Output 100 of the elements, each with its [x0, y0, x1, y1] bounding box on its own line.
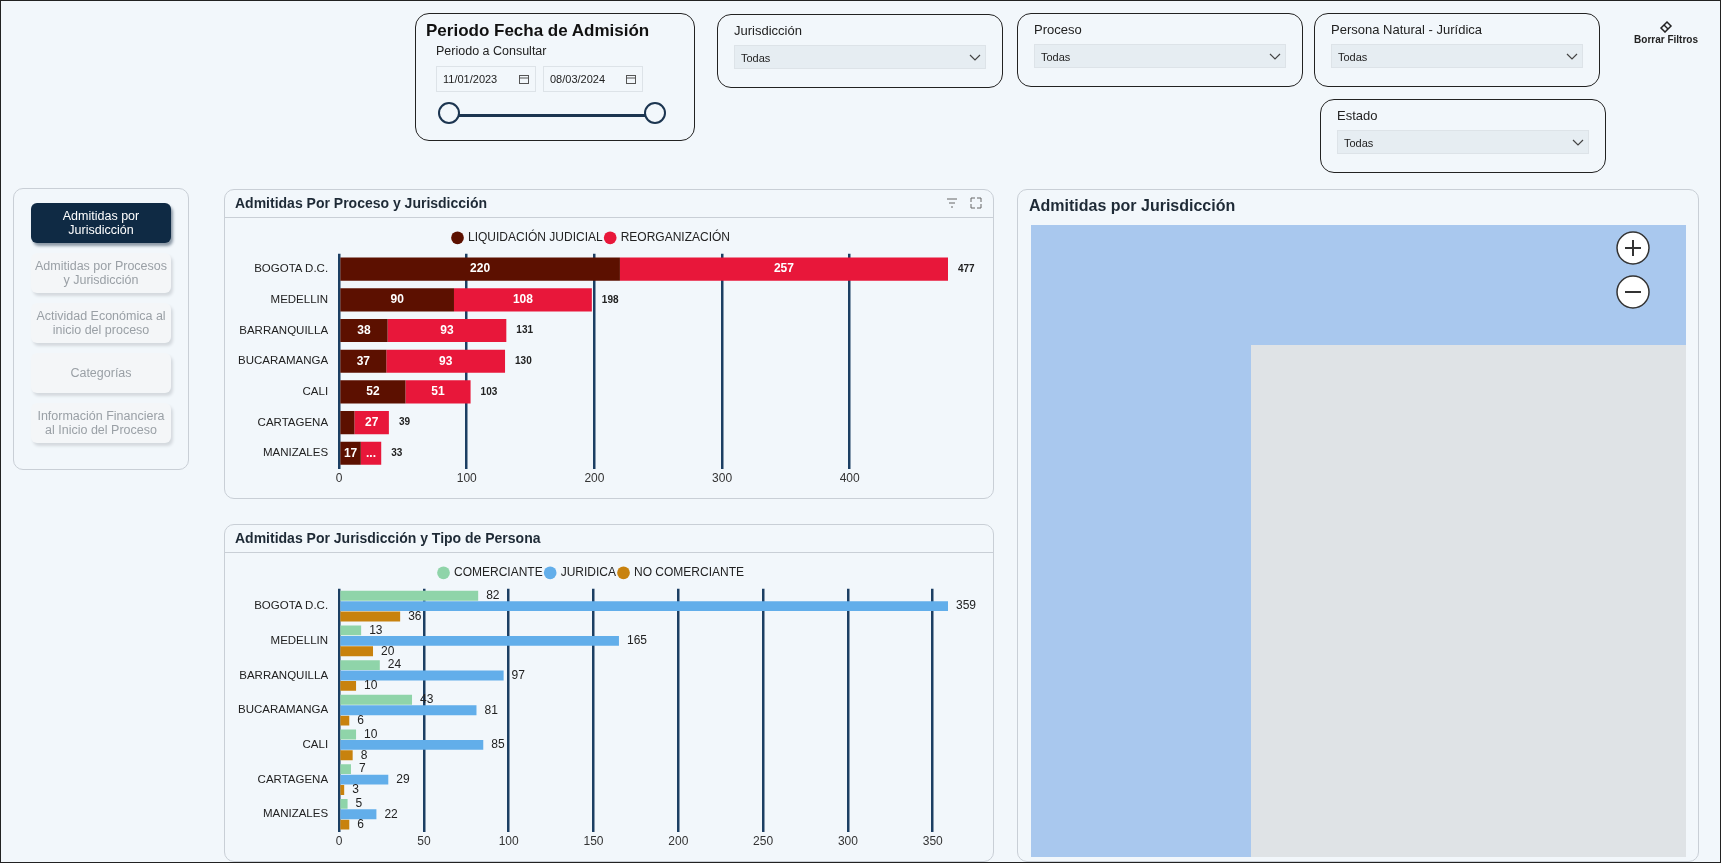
total-label: 33	[391, 447, 403, 459]
total-label: 39	[398, 416, 411, 428]
bar	[453, 288, 592, 312]
data-label: 13	[369, 622, 383, 637]
data-label: 6	[357, 712, 365, 727]
data-label: 108	[512, 292, 534, 307]
bar	[340, 764, 351, 775]
x-tick-label: 400	[839, 471, 861, 486]
data-label: 165	[626, 633, 648, 648]
total-label: 198	[601, 293, 619, 305]
data-label: 27	[364, 414, 379, 429]
data-label: 17	[343, 445, 358, 460]
bar	[340, 774, 389, 785]
total-label: 103	[480, 385, 498, 397]
y-tick-label: CALI	[302, 738, 329, 751]
x-tick-label: 300	[837, 834, 859, 849]
data-label: 93	[440, 322, 454, 337]
bar	[340, 705, 477, 716]
legend-label: LIQUIDACIÓN JUDICIAL	[467, 229, 603, 245]
x-tick-label: 100	[498, 834, 520, 849]
data-label: 22	[384, 806, 399, 821]
x-tick-label: 150	[583, 834, 604, 849]
y-tick-label: MEDELLIN	[270, 293, 329, 305]
data-label: 51	[431, 384, 446, 399]
text: 11/01/2023	[443, 73, 498, 85]
data-label: 3	[352, 782, 360, 797]
text: Borrar Filtros	[1633, 34, 1699, 45]
data-label: 85	[491, 737, 505, 752]
text: Jurisdicción	[734, 23, 802, 38]
text: Periodo Fecha de Admisión	[426, 21, 650, 41]
bar	[340, 750, 353, 761]
bar	[340, 680, 357, 691]
bar	[360, 441, 382, 465]
legend-label: JURIDICA	[560, 565, 617, 580]
bar	[340, 819, 350, 830]
bar	[340, 660, 380, 671]
bar	[340, 611, 401, 622]
y-tick-label: BOGOTA D.C.	[254, 599, 329, 612]
data-label: 52	[366, 384, 380, 399]
bar	[340, 349, 387, 373]
data-label: 359	[956, 598, 977, 613]
data-label: 5	[355, 796, 363, 811]
chart-title: Admitidas Por Jurisdicción y Tipo de Persona	[235, 530, 541, 547]
bar	[354, 411, 389, 435]
x-tick-label: 50	[417, 834, 431, 849]
bar	[340, 601, 948, 612]
bar	[340, 715, 350, 726]
x-tick-label: 350	[922, 834, 944, 849]
bar	[405, 380, 471, 404]
data-label: 220	[470, 261, 491, 276]
data-label: 10	[364, 726, 378, 741]
text: Información Financiera al Inicio del Proceso	[31, 403, 171, 443]
data-label: 82	[486, 588, 500, 603]
data-label: 24	[387, 657, 402, 672]
text: Proceso	[1034, 22, 1082, 37]
bar	[340, 625, 362, 636]
bar	[340, 635, 619, 646]
y-tick-label: BARRANQUILLA	[239, 323, 329, 336]
data-label: 29	[396, 771, 410, 786]
text: Todas	[741, 52, 771, 64]
data-label: 81	[484, 702, 499, 717]
data-label: ...	[366, 445, 377, 460]
legend-label: COMERCIANTE	[454, 565, 543, 580]
data-label: 97	[511, 667, 526, 682]
data-label: 90	[390, 292, 405, 307]
bar	[340, 739, 484, 750]
bar	[340, 318, 388, 343]
legend-label: REORGANIZACIÓN	[620, 229, 731, 245]
data-label: 38	[357, 322, 371, 337]
bar	[387, 318, 507, 343]
text: Todas	[1041, 51, 1071, 63]
y-tick-label: BOGOTA D.C.	[254, 262, 329, 275]
y-tick-label: BARRANQUILLA	[239, 668, 329, 681]
text: Estado	[1337, 108, 1378, 123]
bar	[619, 257, 948, 281]
bar	[340, 411, 355, 435]
text: Categorías	[31, 353, 171, 393]
y-tick-label: BUCARAMANGA	[237, 703, 329, 716]
data-label: 20	[381, 643, 395, 658]
bar	[340, 798, 348, 809]
text: Todas	[1344, 137, 1374, 149]
x-tick-label: 300	[712, 471, 733, 486]
bar	[340, 257, 620, 281]
y-tick-label: MANIZALES	[262, 446, 329, 459]
bar	[340, 670, 504, 681]
x-tick-label: 100	[456, 471, 478, 486]
data-label: 93	[439, 353, 453, 368]
x-tick-label: 0	[335, 471, 343, 486]
y-tick-label: MEDELLIN	[270, 634, 329, 646]
text: Actividad Económica al inicio del proceso	[31, 303, 171, 343]
data-label: 37	[356, 353, 371, 368]
y-tick-label: BUCARAMANGA	[237, 354, 329, 367]
y-tick-label: CARTAGENA	[257, 772, 329, 785]
bar	[340, 694, 413, 705]
text: Periodo a Consultar	[436, 44, 547, 58]
x-tick-label: 250	[753, 834, 774, 849]
y-tick-label: MANIZALES	[262, 807, 329, 820]
bar	[340, 785, 345, 795]
x-tick-label: 200	[668, 834, 689, 849]
text: Todas	[1338, 51, 1368, 63]
